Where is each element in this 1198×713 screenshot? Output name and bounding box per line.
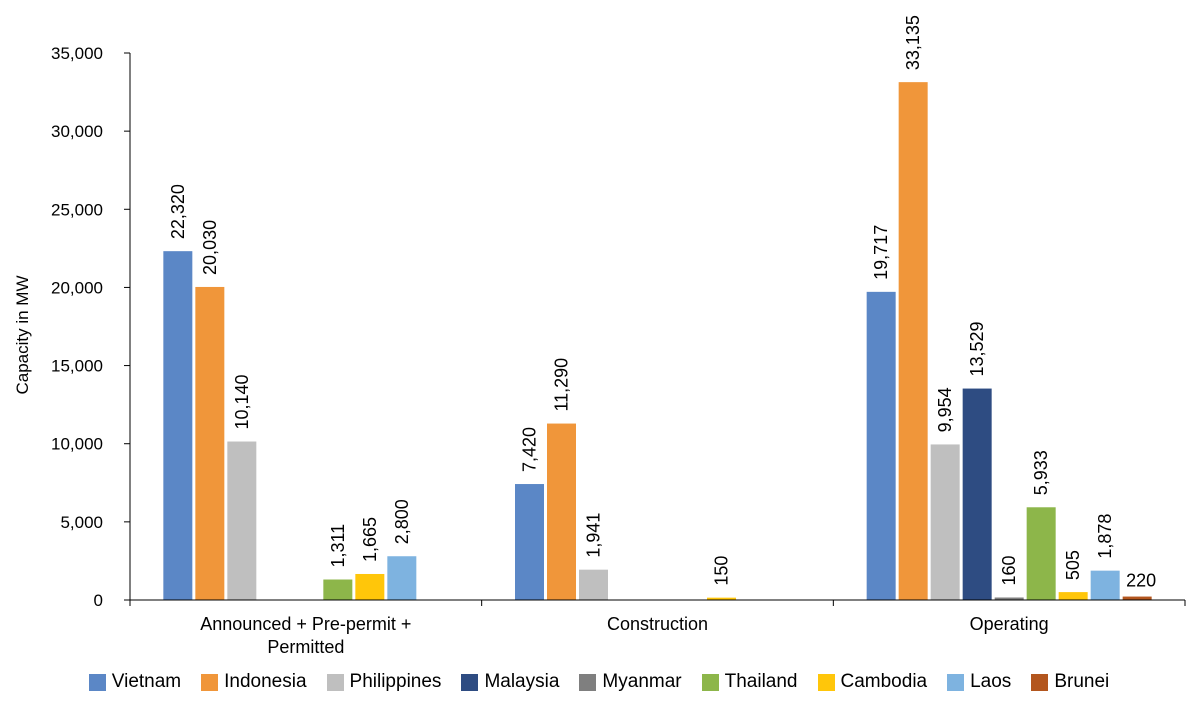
axes bbox=[124, 53, 1186, 606]
data-label: 20,030 bbox=[200, 220, 220, 275]
bar-philippines bbox=[579, 569, 608, 600]
legend-label: Brunei bbox=[1054, 671, 1110, 692]
bar-indonesia bbox=[195, 286, 225, 600]
data-label: 160 bbox=[999, 555, 1019, 585]
legend-label: Laos bbox=[970, 671, 1012, 692]
data-label: 220 bbox=[1126, 571, 1156, 591]
bar-indonesia bbox=[898, 82, 928, 601]
data-label: 9,954 bbox=[935, 387, 955, 432]
legend-item-philippines: Philippines bbox=[326, 671, 442, 693]
bar-laos bbox=[1090, 570, 1120, 600]
category-label: Permitted bbox=[267, 637, 344, 657]
y-tick-label: 10,000 bbox=[51, 435, 103, 454]
y-tick-label: 30,000 bbox=[51, 122, 103, 141]
data-label: 10,140 bbox=[232, 374, 252, 429]
legend-swatch bbox=[461, 673, 479, 691]
y-tick-label: 0 bbox=[94, 591, 103, 610]
data-label: 1,941 bbox=[584, 513, 604, 558]
legend-item-brunei: Brunei bbox=[1031, 671, 1109, 693]
data-label: 22,320 bbox=[168, 184, 188, 239]
data-label: 1,665 bbox=[360, 517, 380, 562]
y-axis-label: Capacity in MW bbox=[13, 275, 32, 394]
category-label: Operating bbox=[970, 614, 1049, 634]
category-label: Construction bbox=[607, 614, 708, 634]
data-label: 150 bbox=[712, 556, 732, 586]
legend-label: Thailand bbox=[724, 671, 798, 692]
legend-swatch bbox=[326, 673, 344, 691]
y-tick-label: 20,000 bbox=[51, 278, 103, 297]
data-label: 19,717 bbox=[871, 225, 891, 280]
bar-cambodia bbox=[355, 573, 385, 600]
data-label: 7,420 bbox=[520, 427, 540, 472]
legend-item-vietnam: Vietnam bbox=[88, 671, 182, 693]
data-label: 1,311 bbox=[328, 524, 348, 568]
legend-swatch bbox=[579, 673, 597, 691]
category-labels: Announced + Pre-permit + Permitted Constru… bbox=[200, 614, 1048, 657]
y-axis-ticks: 0 5,000 10,000 15,000 20,000 25,000 30,000 35,0… bbox=[51, 44, 130, 610]
bar-vietnam bbox=[163, 251, 193, 600]
bar-philippines bbox=[930, 444, 960, 600]
legend-label: Philippines bbox=[349, 671, 442, 692]
legend: Vietnam Indonesia Philippines Malaysia Myanm… bbox=[0, 662, 1198, 702]
data-label: 505 bbox=[1063, 550, 1083, 580]
bar-vietnam bbox=[515, 484, 544, 600]
legend-label: Vietnam bbox=[111, 671, 182, 692]
data-label: 5,933 bbox=[1031, 450, 1051, 495]
legend-swatch bbox=[201, 673, 219, 691]
data-label: 13,529 bbox=[967, 321, 987, 376]
bars bbox=[163, 82, 1152, 601]
legend-item-cambodia: Cambodia bbox=[817, 671, 928, 693]
legend-swatch bbox=[1031, 673, 1049, 691]
legend-item-indonesia: Indonesia bbox=[201, 671, 307, 693]
bar-brunei bbox=[1122, 596, 1152, 600]
data-label: 2,800 bbox=[392, 499, 412, 544]
legend-item-laos: Laos bbox=[947, 671, 1011, 693]
bar-indonesia bbox=[547, 423, 576, 600]
y-tick-label: 5,000 bbox=[60, 513, 103, 532]
data-labels: 22,320 20,030 10,140 1,311 1,665 2,800 7,420 11… bbox=[168, 15, 1156, 590]
y-tick-label: 25,000 bbox=[51, 200, 103, 219]
bar-thailand bbox=[1026, 507, 1056, 600]
legend-item-myanmar: Myanmar bbox=[579, 671, 682, 693]
data-label: 1,878 bbox=[1095, 514, 1115, 559]
legend-label: Malaysia bbox=[484, 671, 560, 692]
bar-cambodia bbox=[1058, 592, 1088, 600]
legend-item-thailand: Thailand bbox=[701, 671, 798, 693]
y-tick-label: 15,000 bbox=[51, 357, 103, 376]
category-label: Announced + Pre-permit + bbox=[200, 614, 411, 634]
y-tick-label: 35,000 bbox=[51, 44, 103, 63]
data-label: 11,290 bbox=[552, 358, 572, 412]
legend-swatch bbox=[947, 673, 965, 691]
bar-vietnam bbox=[866, 291, 896, 600]
data-label: 33,135 bbox=[903, 15, 923, 70]
bar-myanmar bbox=[994, 597, 1024, 600]
bar-philippines bbox=[227, 441, 257, 600]
bar-chart: Capacity in MW 0 5,000 10,000 15,000 20,000 2… bbox=[13, 15, 1186, 657]
bar-thailand bbox=[323, 579, 353, 600]
bar-laos bbox=[387, 556, 417, 600]
legend-label: Myanmar bbox=[602, 671, 682, 692]
legend-swatch bbox=[88, 673, 106, 691]
legend-item-malaysia: Malaysia bbox=[461, 671, 559, 693]
bar-cambodia bbox=[707, 597, 736, 600]
legend-swatch bbox=[817, 673, 835, 691]
legend-swatch bbox=[701, 673, 719, 691]
legend-label: Cambodia bbox=[840, 671, 928, 692]
bar-malaysia bbox=[962, 388, 992, 600]
legend-label: Indonesia bbox=[224, 671, 307, 692]
